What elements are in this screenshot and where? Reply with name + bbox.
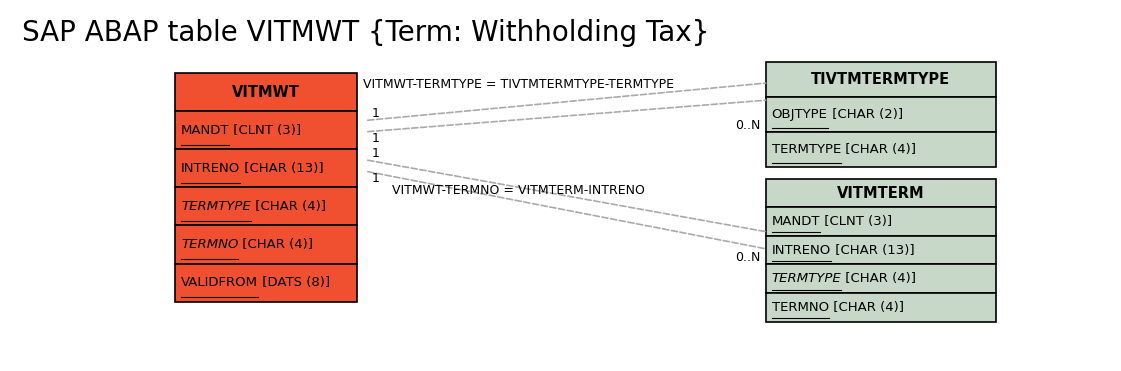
Text: [CHAR (4)]: [CHAR (4)] (251, 200, 326, 213)
Text: VALIDFROM: VALIDFROM (180, 276, 258, 289)
Text: VITMTERM: VITMTERM (837, 186, 925, 201)
Bar (766, 236, 995, 265)
Bar (766, 97, 995, 132)
Text: INTRENO: INTRENO (771, 244, 831, 257)
Text: [CHAR (2)]: [CHAR (2)] (827, 108, 902, 121)
Text: 1: 1 (372, 147, 380, 160)
Text: TERMTYPE: TERMTYPE (771, 272, 842, 285)
Bar (175, 111, 358, 149)
Text: INTRENO: INTRENO (180, 162, 240, 175)
Bar (766, 207, 995, 236)
Text: [CHAR (13)]: [CHAR (13)] (831, 244, 915, 257)
Text: OBJTYPE: OBJTYPE (771, 108, 827, 121)
Text: MANDT: MANDT (771, 215, 821, 228)
Bar (175, 226, 358, 263)
Text: VITMWT: VITMWT (232, 85, 300, 100)
Text: SAP ABAP table VITMWT {Term: Withholding Tax}: SAP ABAP table VITMWT {Term: Withholding… (22, 19, 710, 46)
Text: MANDT: MANDT (180, 124, 230, 137)
Bar (766, 62, 995, 97)
Text: TIVTMTERMTYPE: TIVTMTERMTYPE (812, 72, 951, 87)
Text: [CHAR (13)]: [CHAR (13)] (240, 162, 324, 175)
Text: TERMNO: TERMNO (771, 301, 828, 314)
Text: [CLNT (3)]: [CLNT (3)] (821, 215, 892, 228)
Text: [CHAR (4)]: [CHAR (4)] (841, 143, 916, 156)
Text: [CHAR (4)]: [CHAR (4)] (828, 301, 904, 314)
Bar (175, 263, 358, 302)
Bar (766, 293, 995, 322)
Text: 1: 1 (372, 132, 380, 145)
Text: 0..N: 0..N (735, 119, 761, 132)
Bar (766, 132, 995, 167)
Text: 0..N: 0..N (735, 251, 761, 264)
Bar (766, 265, 995, 293)
Text: 1: 1 (372, 106, 380, 119)
Bar (175, 187, 358, 226)
Bar (175, 149, 358, 187)
Text: [CLNT (3)]: [CLNT (3)] (230, 124, 302, 137)
Text: 1: 1 (372, 172, 380, 185)
Text: [CHAR (4)]: [CHAR (4)] (239, 238, 314, 251)
Text: [DATS (8)]: [DATS (8)] (258, 276, 330, 289)
Text: TERMNO: TERMNO (180, 238, 239, 251)
Text: VITMWT-TERMTYPE = TIVTMTERMTYPE-TERMTYPE: VITMWT-TERMTYPE = TIVTMTERMTYPE-TERMTYPE (362, 78, 674, 91)
Bar (175, 73, 358, 111)
Text: TERMTYPE: TERMTYPE (771, 143, 841, 156)
Text: [CHAR (4)]: [CHAR (4)] (842, 272, 917, 285)
Text: TERMTYPE: TERMTYPE (180, 200, 251, 213)
Text: VITMWT-TERMNO = VITMTERM-INTRENO: VITMWT-TERMNO = VITMTERM-INTRENO (391, 184, 645, 197)
Bar (766, 179, 995, 207)
